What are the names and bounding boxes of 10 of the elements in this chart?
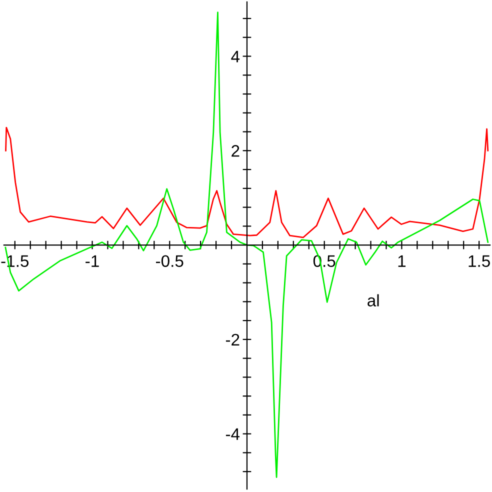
x-tick-label: -1 xyxy=(86,255,99,267)
line-series xyxy=(5,126,489,238)
y-tick-label: 4 xyxy=(231,50,240,62)
y-tick-label: -2 xyxy=(226,334,240,346)
y-tick-label: -4 xyxy=(226,428,240,440)
y-tick-label: 2 xyxy=(232,145,240,157)
x-tick-label: -0.5 xyxy=(156,255,184,267)
x-axis-title: al xyxy=(368,294,379,306)
x-tick-label: 1.5 xyxy=(468,255,490,267)
x-tick-label: 1 xyxy=(398,255,406,267)
